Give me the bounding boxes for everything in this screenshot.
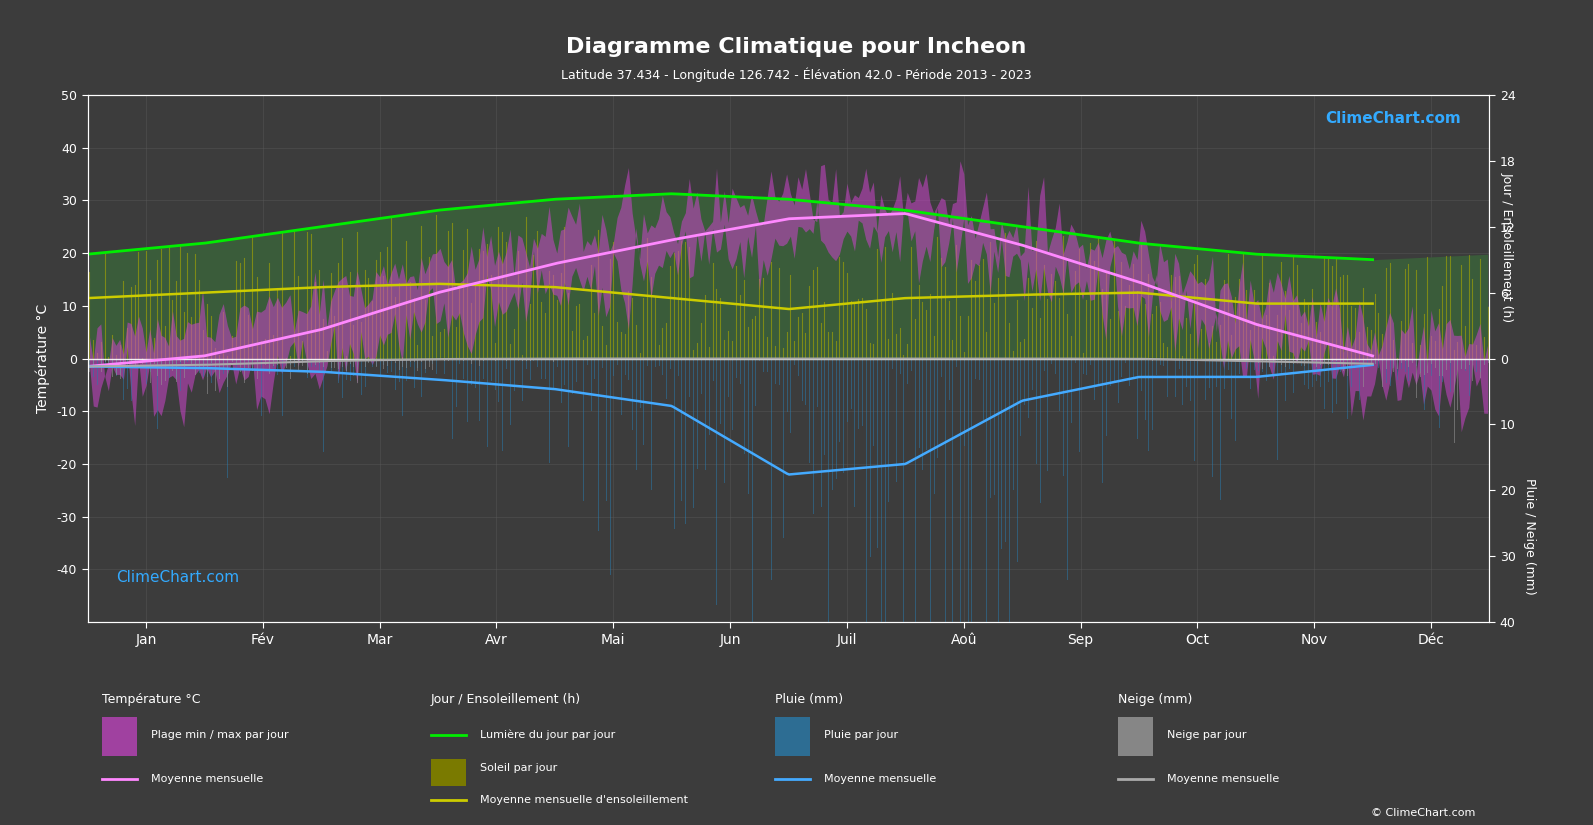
Text: Moyenne mensuelle: Moyenne mensuelle — [824, 774, 935, 785]
Text: ClimeChart.com: ClimeChart.com — [116, 570, 239, 585]
Text: Température °C: Température °C — [102, 693, 201, 706]
FancyBboxPatch shape — [774, 717, 809, 756]
FancyBboxPatch shape — [1118, 717, 1153, 756]
Text: ClimeChart.com: ClimeChart.com — [1325, 111, 1461, 125]
Text: Jour / Ensoleillement (h): Jour / Ensoleillement (h) — [1501, 172, 1513, 323]
Y-axis label: Température °C: Température °C — [35, 304, 49, 413]
Text: Soleil par jour: Soleil par jour — [479, 763, 558, 773]
Text: Neige (mm): Neige (mm) — [1118, 693, 1192, 706]
Text: Moyenne mensuelle: Moyenne mensuelle — [1168, 774, 1279, 785]
Text: Plage min / max par jour: Plage min / max par jour — [151, 730, 288, 740]
Text: Moyenne mensuelle d'ensoleillement: Moyenne mensuelle d'ensoleillement — [479, 795, 688, 805]
Text: Latitude 37.434 - Longitude 126.742 - Élévation 42.0 - Période 2013 - 2023: Latitude 37.434 - Longitude 126.742 - Él… — [561, 68, 1032, 82]
Text: Pluie (mm): Pluie (mm) — [774, 693, 843, 706]
Text: Moyenne mensuelle: Moyenne mensuelle — [151, 774, 263, 785]
Text: Diagramme Climatique pour Incheon: Diagramme Climatique pour Incheon — [567, 37, 1026, 57]
FancyBboxPatch shape — [102, 717, 137, 756]
Text: Neige par jour: Neige par jour — [1168, 730, 1247, 740]
FancyBboxPatch shape — [432, 759, 467, 786]
Text: Lumière du jour par jour: Lumière du jour par jour — [479, 729, 615, 740]
Text: © ClimeChart.com: © ClimeChart.com — [1372, 808, 1475, 818]
Text: Pluie par jour: Pluie par jour — [824, 730, 898, 740]
Text: Jour / Ensoleillement (h): Jour / Ensoleillement (h) — [432, 693, 581, 706]
Text: Pluie / Neige (mm): Pluie / Neige (mm) — [1523, 478, 1536, 595]
